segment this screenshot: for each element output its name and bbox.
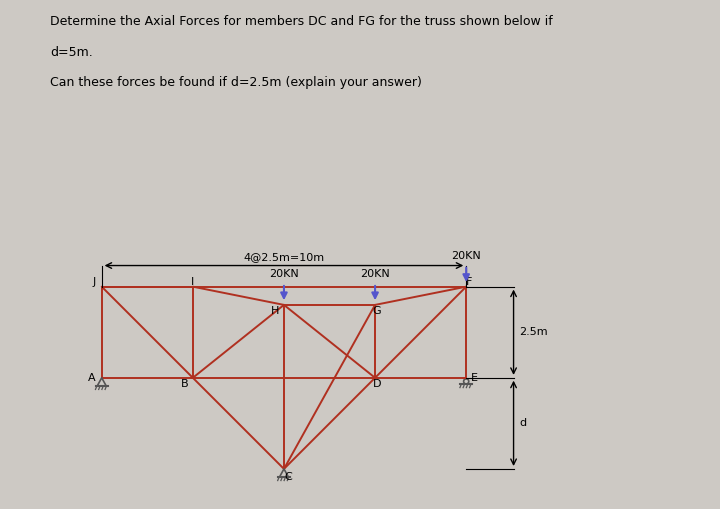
Text: H: H xyxy=(271,306,279,316)
Text: 20KN: 20KN xyxy=(451,251,481,261)
Text: d=5m.: d=5m. xyxy=(50,46,93,59)
Text: D: D xyxy=(373,379,381,389)
Text: Determine the Axial Forces for members DC and FG for the truss shown below if: Determine the Axial Forces for members D… xyxy=(50,15,553,29)
Text: G: G xyxy=(372,306,381,316)
Text: I: I xyxy=(192,276,194,287)
Text: 4@2.5m=10m: 4@2.5m=10m xyxy=(243,252,325,262)
Text: Can these forces be found if d=2.5m (explain your answer): Can these forces be found if d=2.5m (exp… xyxy=(50,76,422,90)
Text: 20KN: 20KN xyxy=(360,269,390,279)
Text: F: F xyxy=(466,277,472,287)
Text: 2.5m: 2.5m xyxy=(519,327,548,337)
Text: C: C xyxy=(284,472,292,482)
Text: J: J xyxy=(92,277,95,287)
Text: d: d xyxy=(519,418,526,429)
Text: A: A xyxy=(88,373,95,383)
Text: E: E xyxy=(471,373,477,383)
Text: 20KN: 20KN xyxy=(269,269,299,279)
Text: B: B xyxy=(181,379,189,389)
